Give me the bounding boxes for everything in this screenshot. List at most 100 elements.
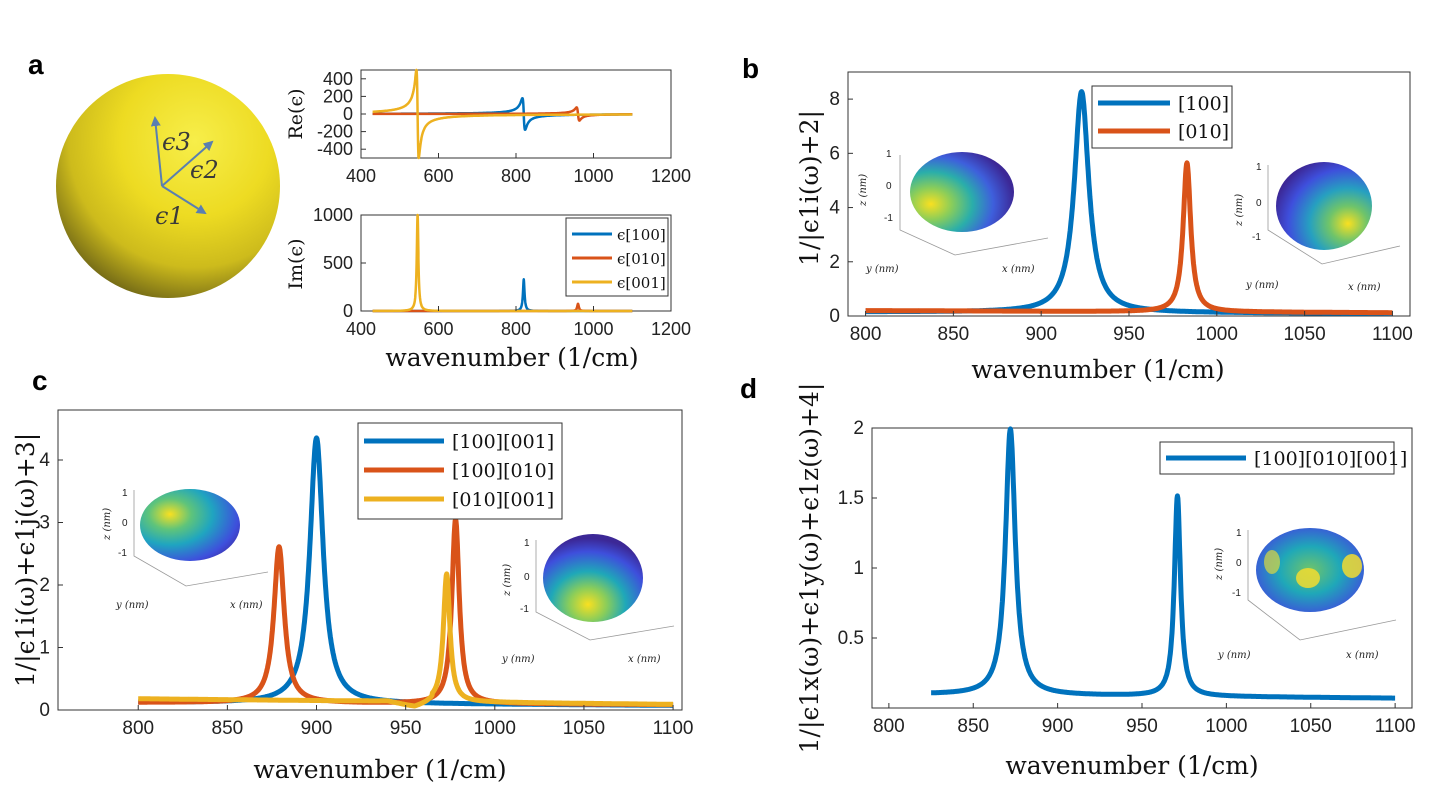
xlabel: wavenumber (1/cm): [385, 343, 638, 372]
series-line-100010001: [929, 426, 1398, 701]
legend: [100][010][001]: [1159, 441, 1407, 475]
legend-label: [010][001]: [452, 489, 554, 511]
y-tick-label: 1000: [313, 205, 353, 225]
inset-b-left: 1 0 -1 z (nm) y (nm) x (nm): [858, 149, 1049, 275]
panel-letter-b: b: [742, 53, 759, 84]
tick: 0: [1256, 198, 1262, 209]
y-tick-label: 1: [853, 558, 864, 579]
inset-axis-label: y (nm): [115, 600, 149, 611]
ylabel: Im(ϵ): [285, 239, 307, 290]
tick: -1: [520, 604, 529, 615]
sphere-label-e2: ϵ2: [190, 156, 219, 184]
y-tick-label: 4: [829, 198, 840, 219]
x-tick-label: 800: [501, 166, 531, 186]
legend-label: [010]: [1178, 121, 1229, 143]
mode-surface: [543, 534, 643, 622]
legend: [100][001] [100][010] [010][001]: [357, 422, 563, 520]
inset-axis-label: z (nm): [858, 174, 869, 207]
x-tick-label: 600: [423, 166, 453, 186]
legend-label: ϵ[010]: [617, 250, 666, 268]
tick: -1: [118, 548, 127, 559]
y-tick-label: 3: [39, 513, 50, 534]
axes-frame: [57, 409, 683, 711]
y-tick-label: 0: [829, 306, 840, 327]
tick: 0: [122, 518, 128, 529]
y-tick-label: 0: [39, 700, 50, 721]
tick: 1: [886, 149, 892, 160]
y-tick-label: 0.5: [838, 628, 864, 649]
x-tick-label: 1050: [1283, 324, 1325, 345]
x-tick-label: 1000: [474, 718, 516, 739]
ylabel: 1/|ϵ1i(ω)+ϵ1j(ω)+3|: [11, 433, 41, 687]
mode-surface: [1276, 162, 1372, 250]
y-tick-label: -200: [317, 122, 353, 142]
inset-axis-label: x (nm): [1002, 264, 1035, 275]
legend-label: [100]: [1178, 93, 1229, 115]
tick: 1: [1256, 162, 1262, 173]
inset-axis-label: z (nm): [502, 564, 513, 597]
x-tick-label: 400: [346, 166, 376, 186]
x-tick-label: 1200: [651, 166, 691, 186]
inset-axis-label: x (nm): [1346, 650, 1379, 661]
y-tick-label: 2: [829, 252, 840, 273]
inset-axis-label: x (nm): [628, 654, 661, 665]
legend-label: ϵ[100]: [617, 226, 666, 244]
inset-axis-label: x (nm): [230, 600, 263, 611]
x-tick-label: 1100: [1372, 324, 1413, 345]
y-tick-label: 2: [853, 418, 864, 439]
sphere-illustration: ϵ3 ϵ2 ϵ1: [56, 74, 280, 298]
ylabel: 1/|ϵ1x(ω)+ϵ1y(ω)+ϵ1z(ω)+4|: [795, 383, 825, 754]
y-tick-label: -400: [317, 139, 353, 159]
inset-c-left: 1 0 -1 z (nm) y (nm) x (nm): [102, 488, 269, 611]
inset-axis-label: z (nm): [102, 508, 113, 541]
x-tick-label: 850: [212, 718, 244, 739]
tick: 1: [1236, 528, 1242, 539]
chart-c: 1/|ϵ1i(ω)+ϵ1j(ω)+3| wavenumber (1/cm) [1…: [11, 409, 694, 784]
panel-letter-c: c: [32, 365, 48, 396]
inset-axis-label: x (nm): [1348, 282, 1381, 293]
x-tick-label: 1100: [653, 718, 694, 739]
y-tick-label: 1.5: [838, 488, 864, 509]
x-tick-label: 1100: [1375, 716, 1416, 737]
panel-letter-a: a: [28, 49, 44, 80]
xlabel: wavenumber (1/cm): [1005, 751, 1258, 780]
x-tick-label: 800: [873, 716, 905, 737]
legend-label: [100][001]: [452, 431, 554, 453]
x-tick-label: 800: [850, 324, 882, 345]
x-tick-label: 1000: [573, 166, 613, 186]
inset-axis-label: z (nm): [1234, 194, 1245, 227]
inset-axis-label: z (nm): [1214, 548, 1225, 581]
y-tick-label: 0: [343, 104, 353, 124]
sphere-label-e3: ϵ3: [162, 128, 191, 156]
inset-axis-label: y (nm): [865, 264, 899, 275]
panel-letter-d: d: [740, 373, 757, 404]
tick: -1: [1252, 232, 1261, 243]
inset-b-right: 1 0 -1 z (nm) y (nm) x (nm): [1234, 162, 1401, 293]
inset-d: 1 0 -1 z (nm) y (nm) x (nm): [1214, 528, 1397, 661]
y-tick-label: 8: [829, 89, 840, 110]
x-tick-label: 1000: [573, 319, 613, 339]
ylabel: Re(ϵ): [285, 88, 307, 139]
y-tick-label: 1: [39, 638, 50, 659]
y-tick-label: 0: [343, 301, 353, 321]
inset-axis-label: y (nm): [501, 654, 535, 665]
x-tick-label: 1200: [651, 319, 691, 339]
x-tick-label: 1000: [1205, 716, 1247, 737]
x-tick-label: 850: [938, 324, 970, 345]
legend-label: ϵ[001]: [617, 274, 666, 292]
ylabel: 1/|ϵ1i(ω)+2|: [795, 110, 825, 266]
series-line-001: [371, 213, 634, 313]
y-tick-label: 200: [323, 86, 353, 106]
x-tick-label: 900: [1042, 716, 1074, 737]
y-tick-label: 4: [39, 450, 50, 471]
series-line-010001: [136, 571, 676, 709]
y-tick-label: 500: [323, 253, 353, 273]
x-tick-label: 800: [501, 319, 531, 339]
y-tick-label: 2: [39, 575, 50, 596]
inset-c-right: 1 0 -1 z (nm) y (nm) x (nm): [501, 534, 675, 665]
y-tick-label: 6: [829, 143, 840, 164]
sphere-label-e1: ϵ1: [155, 202, 184, 230]
tick: -1: [884, 213, 893, 224]
xlabel: wavenumber (1/cm): [253, 755, 506, 784]
